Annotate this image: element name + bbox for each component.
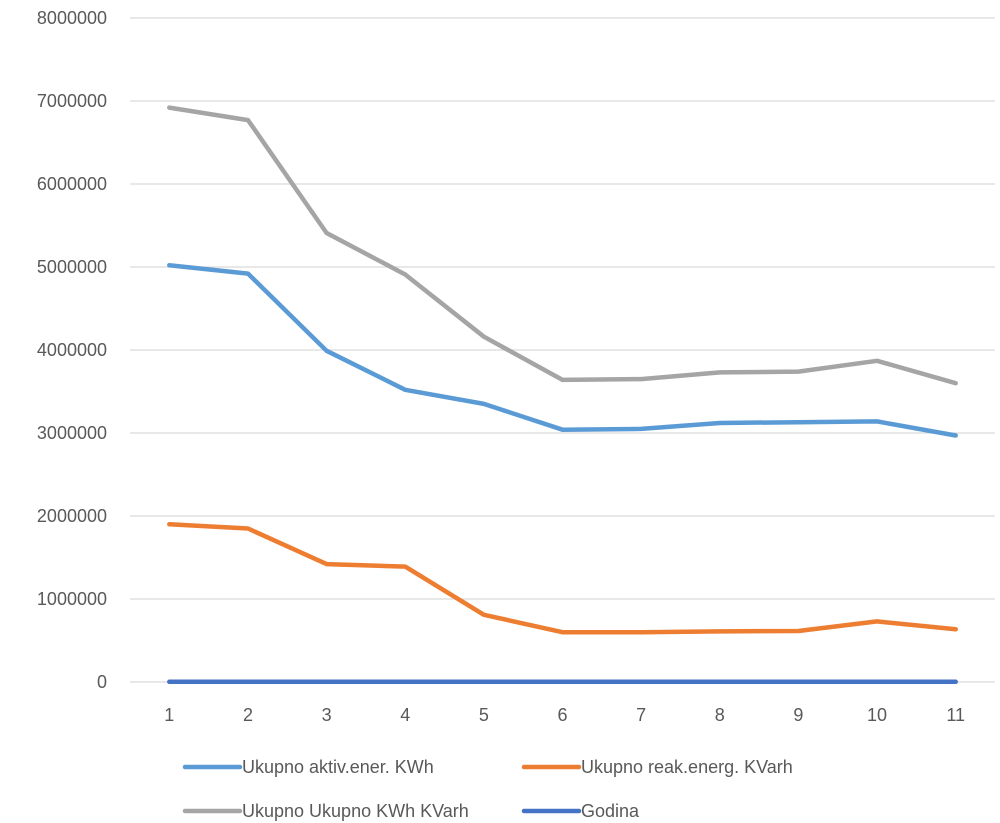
series-lines [167,105,958,685]
x-tick-label: 8 [715,705,725,725]
y-tick-label: 8000000 [37,8,107,28]
series-line-0 [167,263,958,438]
y-tick-label: 2000000 [37,506,107,526]
x-tick-label: 5 [479,705,489,725]
y-tick-label: 6000000 [37,174,107,194]
x-tick-label: 1 [164,705,174,725]
x-tick-label: 11 [946,705,965,725]
legend-label: Ukupno reak.energ. KVarh [581,757,793,777]
y-tick-label: 4000000 [37,340,107,360]
x-tick-label: 9 [793,705,803,725]
y-tick-label: 3000000 [37,423,107,443]
y-tick-label: 0 [97,672,107,692]
y-tick-label: 1000000 [37,589,107,609]
legend-label: Ukupno aktiv.ener. KWh [242,757,434,777]
x-tick-label: 6 [557,705,567,725]
series-line-1 [167,522,958,635]
legend: Ukupno aktiv.ener. KWh Ukupno reak.energ.… [182,757,793,821]
x-tick-label: 10 [867,705,887,725]
y-tick-label: 5000000 [37,257,107,277]
y-tick-label: 7000000 [37,91,107,111]
x-tick-label: 3 [322,705,332,725]
x-tick-label: 2 [243,705,253,725]
legend-label: Godina [581,801,640,821]
gridlines [130,17,995,683]
legend-label: Ukupno Ukupno KWh KVarh [242,801,469,821]
x-axis-tick-labels: 1 2 3 4 5 6 7 8 9 10 11 [164,705,965,725]
y-axis-tick-labels: 0 1000000 2000000 3000000 4000000 5000000 6000… [37,8,107,692]
x-tick-label: 4 [400,705,410,725]
series-line-2 [167,105,958,386]
x-tick-label: 7 [636,705,646,725]
